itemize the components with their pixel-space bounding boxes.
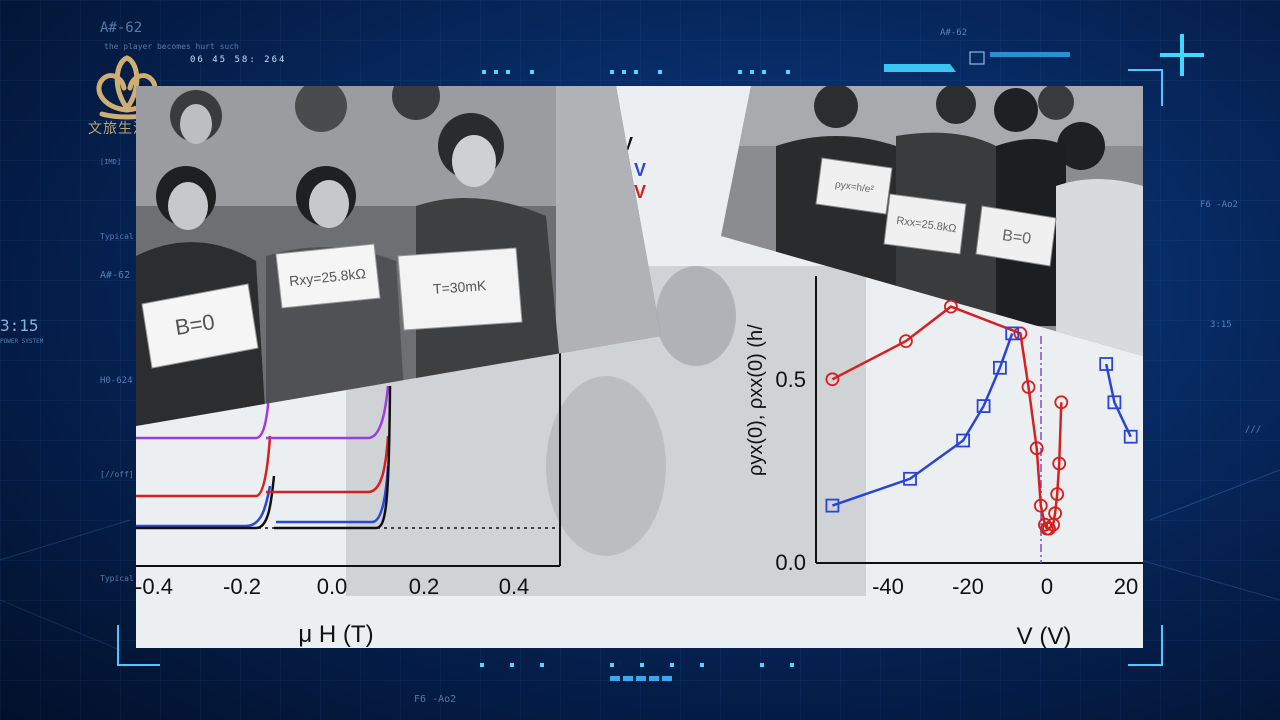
right-y-label: ρyx(0), ρxx(0) (h/ [745,324,767,476]
blue-data-point [825,498,840,513]
legend-glyph: V [634,182,646,202]
blue-data-point [903,471,917,486]
composite-image: -0.4 -0.2 0.0 0.2 0.4 μ H (T) V V V [136,86,1143,648]
hud-right-code: F6 -Ao2 [1200,200,1238,210]
red-data-point [1021,380,1036,394]
content-panel: -0.4 -0.2 0.0 0.2 0.4 μ H (T) V V V [136,86,1143,648]
right-plot-series [825,299,1138,536]
hud-bottom-code: F6 -Ao2 [414,694,457,705]
photo-sign: B=0 [173,309,216,340]
hud-left-line: [//off] [100,470,134,479]
hud-time: 06 45 58: 264 [190,55,287,65]
red-data-point [1013,326,1028,341]
red-data-point [1042,521,1056,536]
left-x-tick: -0.4 [136,574,173,599]
red-data-point [1050,487,1065,502]
hud-clock-sub: POWER SYSTEM [0,338,44,345]
right-y-tick: 0.5 [775,367,806,392]
red-data-point [1052,456,1067,471]
legend-glyph: V [634,160,646,180]
right-x-label: V (V) [1017,623,1072,648]
blue-data-point [1123,429,1138,444]
red-data-point [899,334,913,349]
hud-right-line: /// [1245,425,1262,435]
right-y-tick: 0.0 [775,550,806,575]
hud-right-top: A#-62 [940,28,968,38]
red-data-point [1054,395,1069,410]
red-data-point [1033,498,1048,513]
blue-data-point [976,399,991,414]
blue-data-point [956,433,970,448]
right-x-tick: -40 [872,574,904,599]
left-x-tick: 0.0 [317,574,348,599]
left-x-tick: 0.4 [499,574,530,599]
hud-left-line: H0-624 [100,376,133,386]
blue-data-point [993,360,1007,375]
blue-data-point [1099,357,1114,371]
left-x-tick: -0.2 [223,574,261,599]
logo-text: 文旅生活 [88,121,148,137]
hud-code-left: A#-62 [100,20,143,36]
red-data-point [1048,506,1062,521]
hud-right-line: 3:15 [1210,320,1232,330]
hud-left-line: [IMD] [100,158,122,166]
hud-left-line: Typical [100,574,134,583]
hud-sub-left: the player becomes hurt such [104,42,239,51]
left-x-label: μ H (T) [298,621,373,648]
hud-clock: 3:15 [0,316,39,335]
right-x-tick: -20 [952,574,984,599]
hud-left-line: A#-62 [100,270,131,281]
red-data-point [944,299,958,314]
blue-series-line-right [1104,363,1132,438]
blue-data-point [1005,326,1020,341]
blue-data-point [1107,395,1122,410]
photo-sign: B=0 [1001,227,1032,248]
right-x-tick: 0 [1041,574,1053,599]
left-x-tick: 0.2 [409,574,440,599]
red-data-point [1029,441,1044,456]
photo-sign: ρyx=h/e² [834,179,875,195]
right-x-tick: 20 [1114,574,1138,599]
hud-left-line: Typical [100,232,134,241]
red-data-point [825,372,840,387]
photo-sign: T=30mK [433,277,488,297]
